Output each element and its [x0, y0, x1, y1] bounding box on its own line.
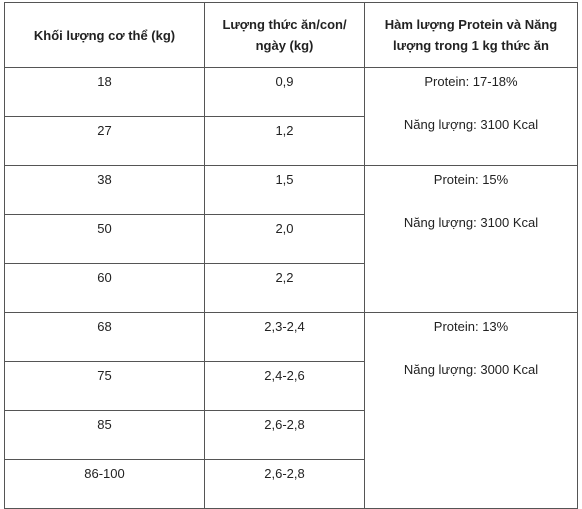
table-row: 50 2,0 — [4, 214, 578, 264]
feed-cell: 1,2 — [204, 116, 365, 166]
page: {"table": { "header": ["Khối lượng cơ th… — [4, 2, 578, 509]
table-row: 38 1,5 Protein: 15% Năng lượng: 3100 Kcal — [4, 165, 578, 313]
weight-cell: 68 — [4, 312, 205, 362]
nutrition-cell: Protein: 17-18% Năng lượng: 3100 Kcal — [364, 67, 578, 166]
nutrition-cell: Protein: 13% Năng lượng: 3000 Kcal — [364, 312, 578, 509]
table-row: 85 2,6-2,8 — [4, 410, 578, 460]
header-cell: Khối lượng cơ thể (kg) — [4, 2, 205, 68]
protein-text: Protein: 17-18% — [424, 74, 518, 89]
weight-cell: 18 — [4, 67, 205, 117]
protein-text: Protein: 13% — [433, 319, 509, 334]
weight-cell: 38 — [4, 165, 205, 215]
weight-cell: 85 — [4, 410, 205, 460]
nutrition-cell: Protein: 15% Năng lượng: 3100 Kcal — [364, 165, 578, 313]
table-row: 27 1,2 — [4, 116, 578, 166]
feed-cell: 2,0 — [204, 214, 365, 264]
feed-cell: 2,6-2,8 — [204, 410, 365, 460]
feed-table: Khối lượng cơ thể (kg) Lượng thức ăn/con/… — [4, 2, 578, 509]
table-row: 68 2,3-2,4 Protein: 13% Năng lượng: 3000 Kc… — [4, 312, 578, 509]
table-row: 60 2,2 — [4, 263, 578, 313]
table-body: 18 0,9 Protein: 17-18% Năng lượng: 3100 Kca… — [4, 67, 578, 509]
feed-cell: 2,2 — [204, 263, 365, 313]
feed-cell: 2,3-2,4 — [204, 312, 365, 362]
weight-cell: 27 — [4, 116, 205, 166]
table-row: 75 2,4-2,6 — [4, 361, 578, 411]
header-row: Khối lượng cơ thể (kg) Lượng thức ăn/con/… — [4, 2, 578, 68]
feed-cell: 0,9 — [204, 67, 365, 117]
protein-text: Protein: 15% — [433, 172, 509, 187]
weight-cell: 75 — [4, 361, 205, 411]
feed-cell: 2,4-2,6 — [204, 361, 365, 411]
table-header: Khối lượng cơ thể (kg) Lượng thức ăn/con/… — [4, 2, 578, 68]
weight-cell: 86-100 — [4, 459, 205, 509]
energy-text: Năng lượng: 3100 Kcal — [403, 215, 539, 230]
energy-text: Năng lượng: 3100 Kcal — [403, 117, 539, 132]
table-row: 18 0,9 Protein: 17-18% Năng lượng: 3100 Kca… — [4, 67, 578, 166]
header-cell: Lượng thức ăn/con/ ngày (kg) — [204, 2, 365, 68]
feed-cell: 2,6-2,8 — [204, 459, 365, 509]
header-cell: Hàm lượng Protein và Năng lượng trong 1 … — [364, 2, 578, 68]
energy-text: Năng lượng: 3000 Kcal — [403, 362, 539, 377]
feed-cell: 1,5 — [204, 165, 365, 215]
weight-cell: 50 — [4, 214, 205, 264]
weight-cell: 60 — [4, 263, 205, 313]
